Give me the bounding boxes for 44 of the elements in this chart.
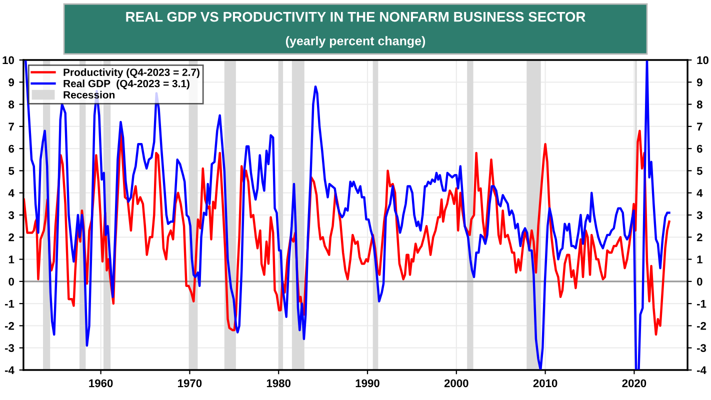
y-tick-label: -2 [4, 322, 14, 330]
y2-tick-label: 8 [696, 100, 702, 108]
x-tick-label: 2010 [533, 379, 558, 388]
y2-tick-label: -4 [697, 366, 706, 374]
line-series [23, 128, 670, 336]
line-series [24, 60, 670, 370]
chart-subtitle: (yearly percent change) [286, 36, 426, 48]
y2-tick-label: 1 [697, 256, 702, 264]
y-tick-label: -1 [4, 300, 14, 308]
x-tick-label: 1960 [89, 379, 113, 388]
y2-tick-label: -1 [697, 300, 706, 308]
y2-tick-label: -3 [697, 344, 706, 352]
y-tick-label: 9 [8, 78, 14, 86]
y2-tick-label: 5 [696, 167, 702, 175]
y2-tick-label: 4 [696, 189, 703, 197]
x-tick-label: 1990 [356, 379, 380, 388]
x-tick-label: 2020 [622, 379, 646, 388]
y-tick-label: -3 [4, 344, 14, 352]
y-tick-label: 4 [8, 189, 14, 197]
y2-tick-label: 3 [696, 211, 702, 220]
y-tick-label: 0 [8, 278, 14, 286]
y2-tick-label: 6 [696, 144, 702, 153]
band-label: Recession [64, 90, 115, 99]
y-tick-label: 2 [8, 233, 14, 242]
y-tick-label: 7 [8, 122, 14, 130]
y-tick-label: 1 [8, 256, 14, 264]
y-tick-label: 5 [8, 167, 14, 175]
y2-tick-label: 10 [697, 56, 708, 64]
y2-tick-label: 9 [696, 78, 702, 86]
y2-tick-label: -2 [697, 322, 706, 330]
x-tick-label: 1980 [266, 379, 291, 388]
legend-label: Real GDP (Q4-2023 = 3.1) [64, 80, 190, 90]
x-tick-label: 2000 [444, 379, 468, 388]
y2-tick-label: 2 [696, 233, 702, 242]
legend-label: Productivity (Q4-2023 = 2.7) [64, 68, 200, 78]
y2-tick-label: 0 [697, 278, 702, 286]
y-tick-label: 6 [8, 144, 14, 153]
x-tick-label: 1970 [178, 379, 202, 388]
y-tick-label: 3 [8, 211, 14, 220]
y-tick-label: 8 [8, 100, 14, 108]
y-tick-label: 10 [2, 56, 14, 64]
y-tick-label: -4 [4, 366, 14, 374]
chart-title: REAL GDP VS PRODUCTIVITY IN THE NONFARM BUSINESS SECTOR [126, 12, 586, 22]
y2-tick-label: 7 [697, 122, 702, 130]
